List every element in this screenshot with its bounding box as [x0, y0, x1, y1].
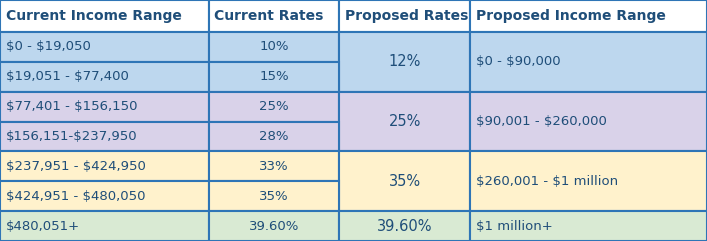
Bar — [339, 0, 470, 32]
Bar — [0, 32, 209, 62]
Text: 15%: 15% — [259, 70, 288, 83]
Text: 35%: 35% — [259, 190, 288, 203]
Text: \$0 - \$19,050: \$0 - \$19,050 — [6, 40, 90, 54]
Bar — [470, 92, 707, 151]
Bar — [339, 211, 470, 241]
Text: \$77,401 - \$156,150: \$77,401 - \$156,150 — [6, 100, 137, 113]
Bar — [339, 32, 470, 92]
Bar — [470, 32, 707, 92]
Bar — [339, 92, 470, 151]
Text: 39.60%: 39.60% — [249, 220, 299, 233]
Text: 25%: 25% — [389, 114, 421, 129]
Bar — [0, 151, 209, 181]
Bar — [0, 92, 209, 121]
Text: Proposed Rates: Proposed Rates — [345, 9, 469, 23]
Text: \$0 - \$90,000: \$0 - \$90,000 — [476, 55, 561, 68]
Text: 33%: 33% — [259, 160, 288, 173]
Text: \$237,951 - \$424,950: \$237,951 - \$424,950 — [6, 160, 146, 173]
Bar — [470, 151, 707, 211]
Bar — [209, 211, 339, 241]
Bar — [0, 0, 209, 32]
Bar — [0, 211, 209, 241]
Text: Current Rates: Current Rates — [214, 9, 324, 23]
Text: 25%: 25% — [259, 100, 288, 113]
Text: \$90,001 - \$260,000: \$90,001 - \$260,000 — [476, 115, 607, 128]
Bar — [209, 62, 339, 92]
Bar — [0, 62, 209, 92]
Text: 28%: 28% — [259, 130, 288, 143]
Text: \$19,051 - \$77,400: \$19,051 - \$77,400 — [6, 70, 129, 83]
Text: Proposed Income Range: Proposed Income Range — [476, 9, 666, 23]
Bar — [209, 32, 339, 62]
Bar — [209, 0, 339, 32]
Text: \$1 million+: \$1 million+ — [476, 220, 553, 233]
Text: 12%: 12% — [389, 54, 421, 69]
Bar — [0, 181, 209, 211]
Text: 35%: 35% — [389, 174, 421, 189]
Text: 39.60%: 39.60% — [377, 219, 433, 234]
Text: Current Income Range: Current Income Range — [6, 9, 182, 23]
Bar — [0, 121, 209, 151]
Text: \$480,051+: \$480,051+ — [6, 220, 80, 233]
Bar — [209, 92, 339, 121]
Text: \$424,951 - \$480,050: \$424,951 - \$480,050 — [6, 190, 145, 203]
Bar — [339, 151, 470, 211]
Text: 10%: 10% — [259, 40, 288, 54]
Bar — [209, 181, 339, 211]
Bar — [209, 121, 339, 151]
Text: \$260,001 - \$1 million: \$260,001 - \$1 million — [476, 175, 618, 188]
Text: \$156,151-\$237,950: \$156,151-\$237,950 — [6, 130, 137, 143]
Bar — [470, 211, 707, 241]
Bar — [470, 0, 707, 32]
Bar — [209, 151, 339, 181]
